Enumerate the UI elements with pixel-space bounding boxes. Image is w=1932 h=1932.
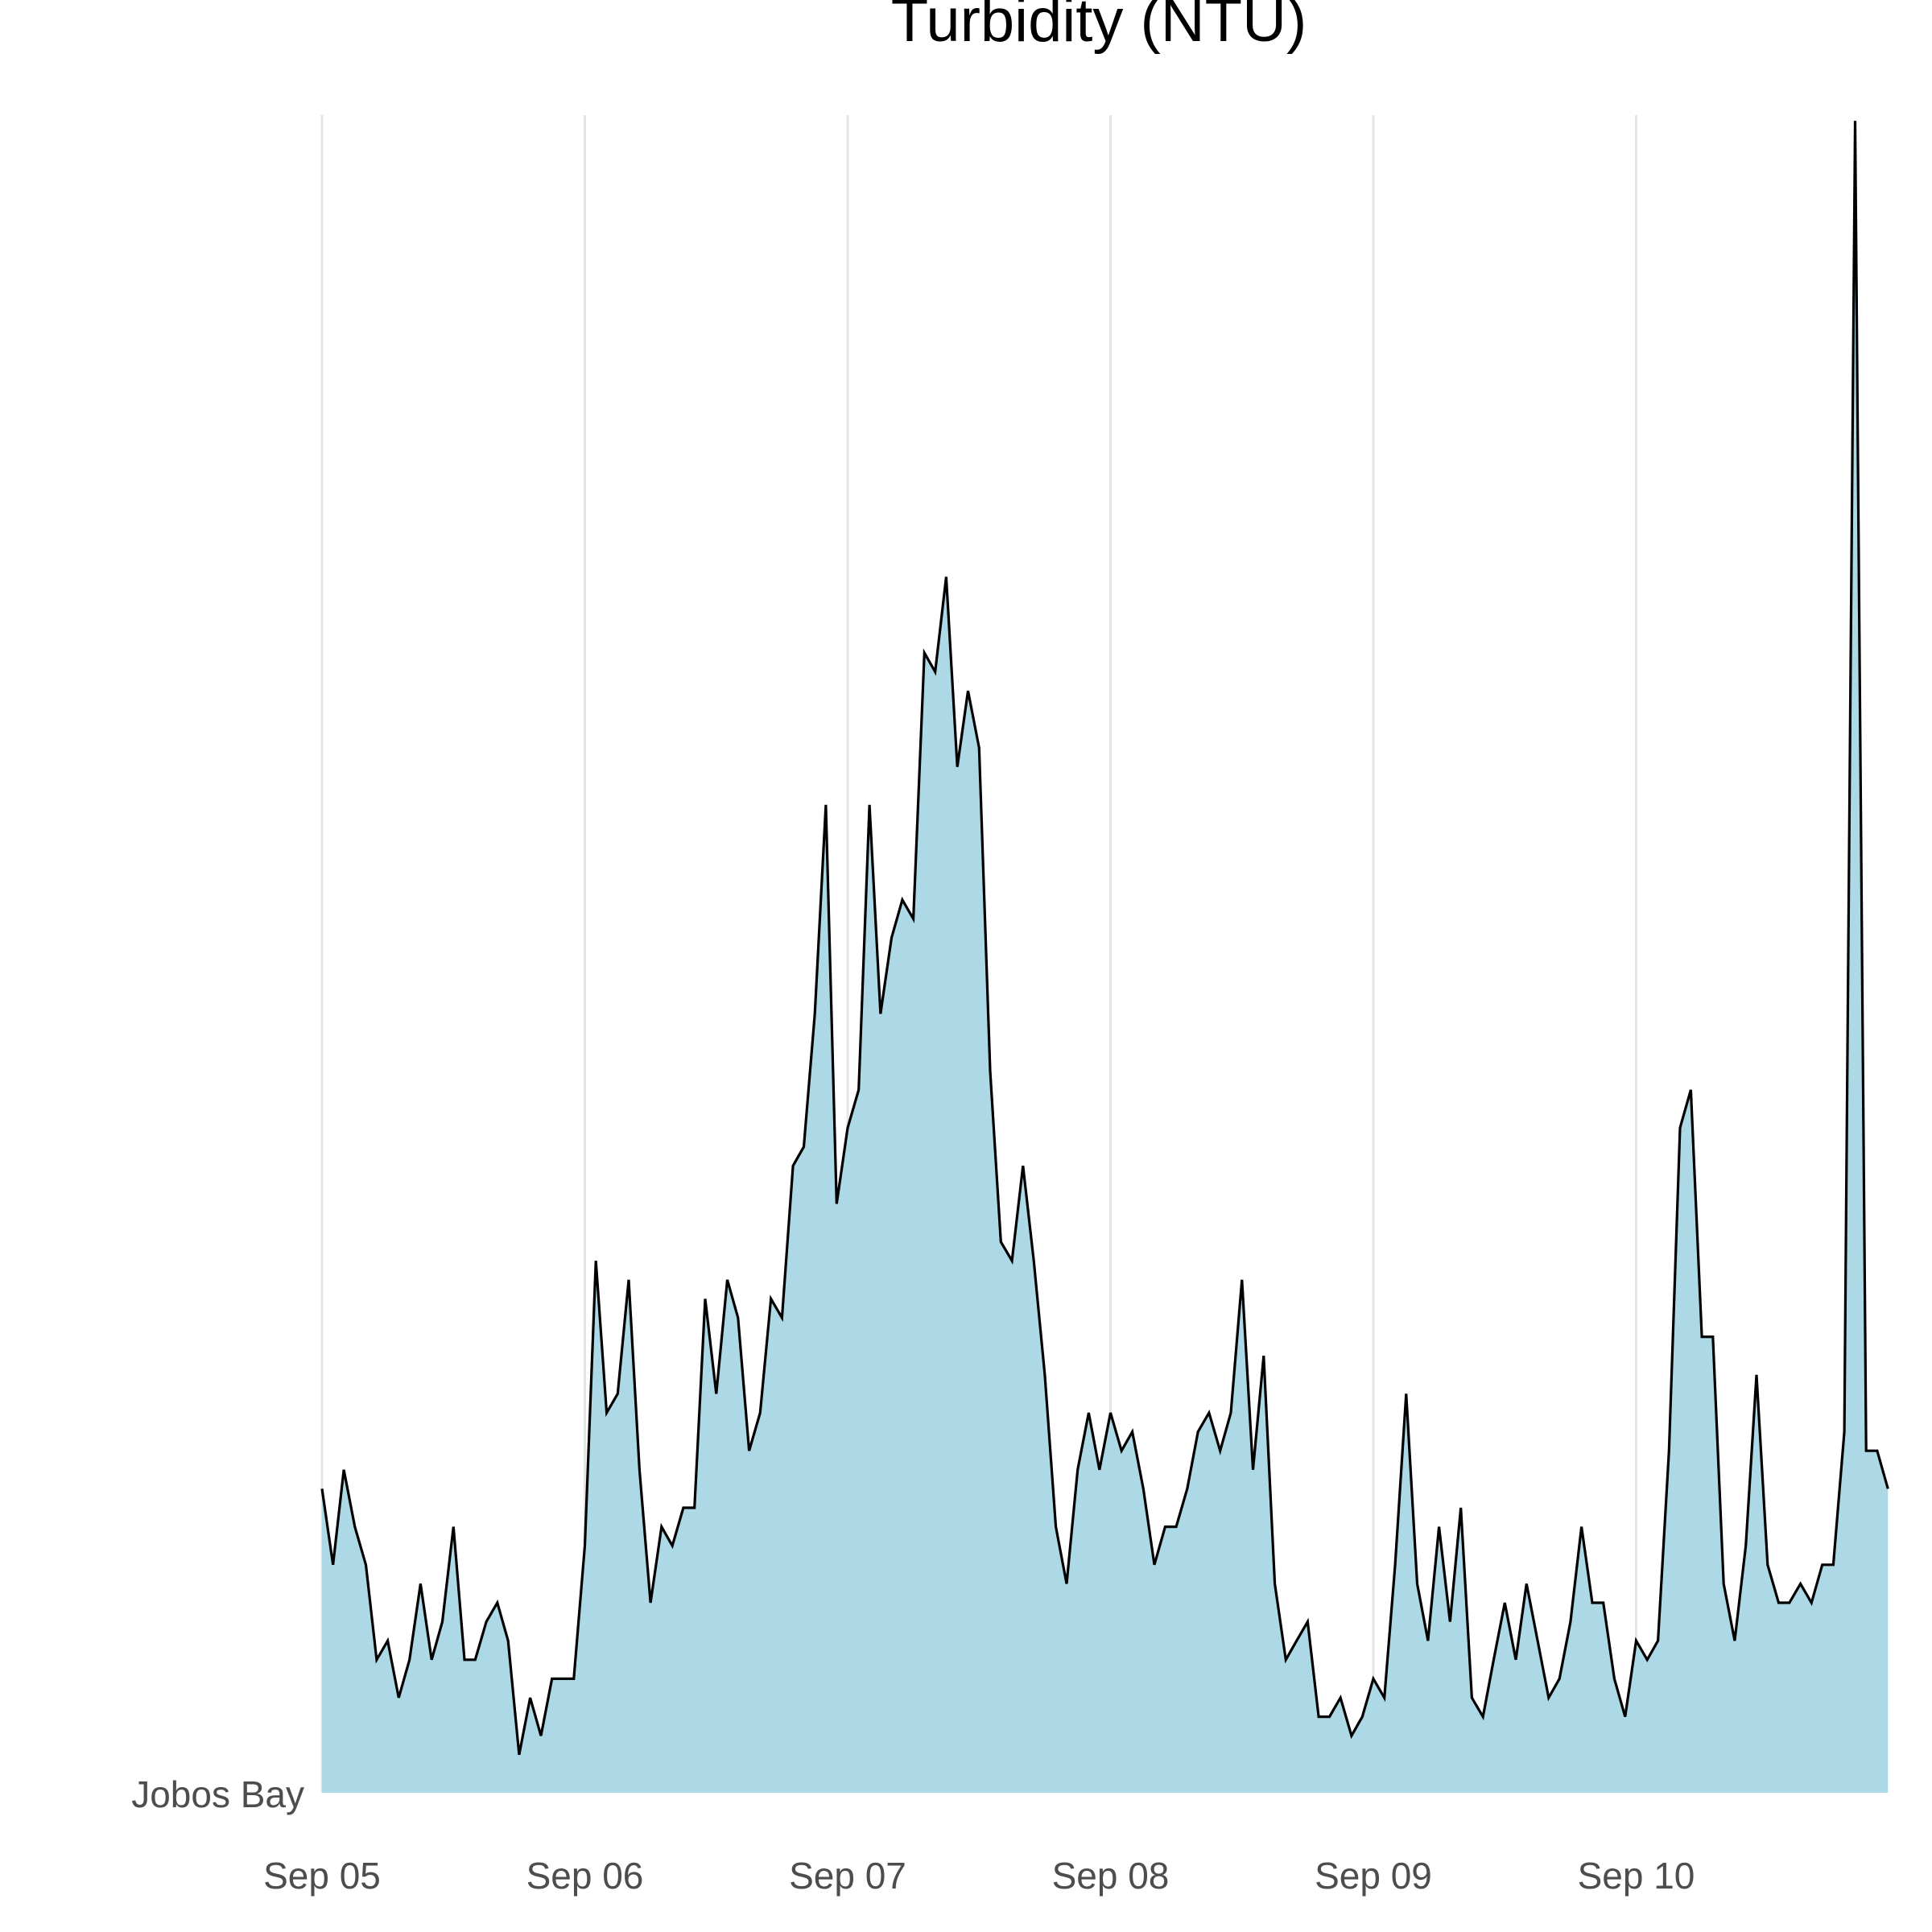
x-tick-label: Sep 05 xyxy=(263,1855,381,1897)
x-tick-label: Sep 09 xyxy=(1315,1855,1432,1897)
x-tick-labels: Sep 05 Sep 06 Sep 07 Sep 08 Sep 09 Sep 10 xyxy=(263,1855,1695,1897)
area-layer xyxy=(320,121,1889,1794)
x-tick-label: Sep 10 xyxy=(1578,1855,1695,1897)
series-line xyxy=(320,121,1889,1756)
x-tick-label: Sep 08 xyxy=(1052,1855,1170,1897)
grid-lines xyxy=(320,115,1637,1793)
series-label: Jobos Bay xyxy=(131,1773,304,1815)
chart-title: Turbidity (NTU) xyxy=(890,0,1307,55)
x-tick-label: Sep 07 xyxy=(789,1855,906,1897)
x-tick-label: Sep 06 xyxy=(526,1855,644,1897)
series-area-fill xyxy=(322,121,1889,1794)
